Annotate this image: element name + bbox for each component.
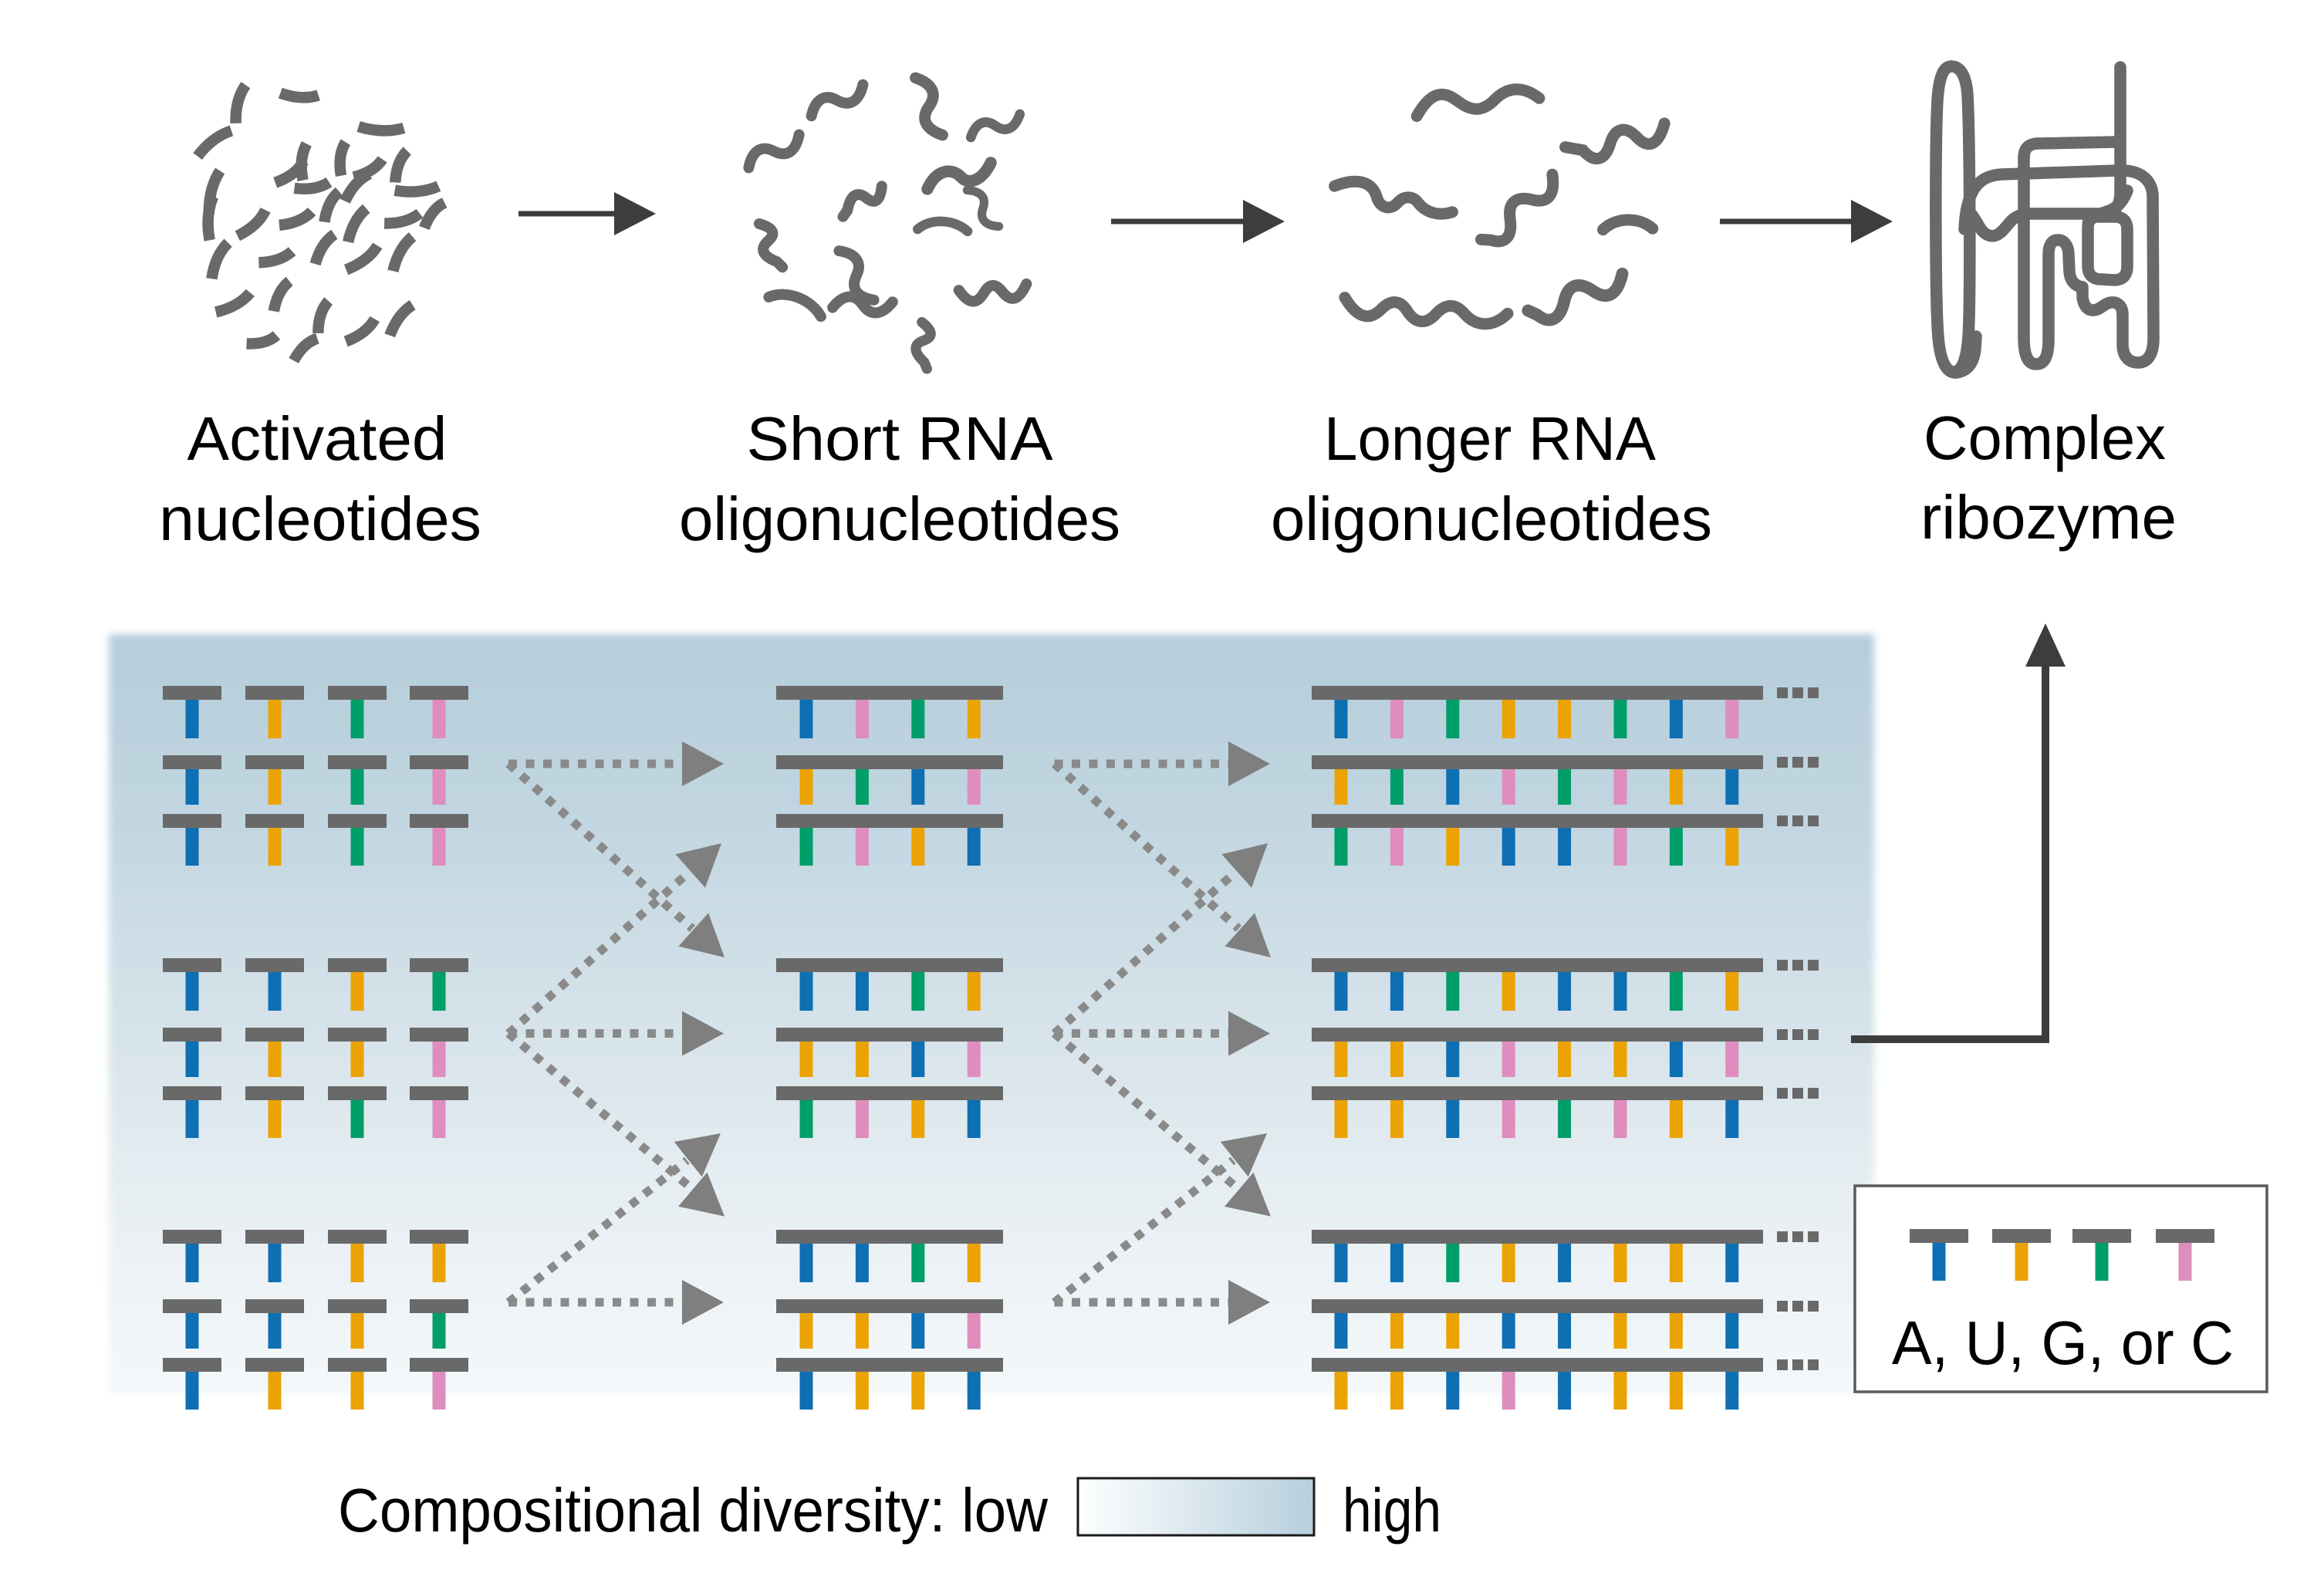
svg-text:high: high [1343, 1476, 1441, 1545]
svg-text:oligonucleotides: oligonucleotides [1271, 485, 1712, 553]
svg-text:Complex: Complex [1924, 404, 2166, 472]
svg-text:oligonucleotides: oligonucleotides [679, 485, 1120, 553]
svg-text:Compositional diversity: low: Compositional diversity: low [338, 1476, 1048, 1545]
svg-text:nucleotides: nucleotides [159, 485, 481, 553]
svg-text:Longer RNA: Longer RNA [1324, 404, 1657, 473]
svg-text:ribozyme: ribozyme [1920, 483, 2177, 552]
svg-text:Short RNA: Short RNA [747, 404, 1054, 473]
svg-text:A, U, G, or C: A, U, G, or C [1892, 1308, 2234, 1377]
svg-text:Activated: Activated [187, 404, 448, 473]
